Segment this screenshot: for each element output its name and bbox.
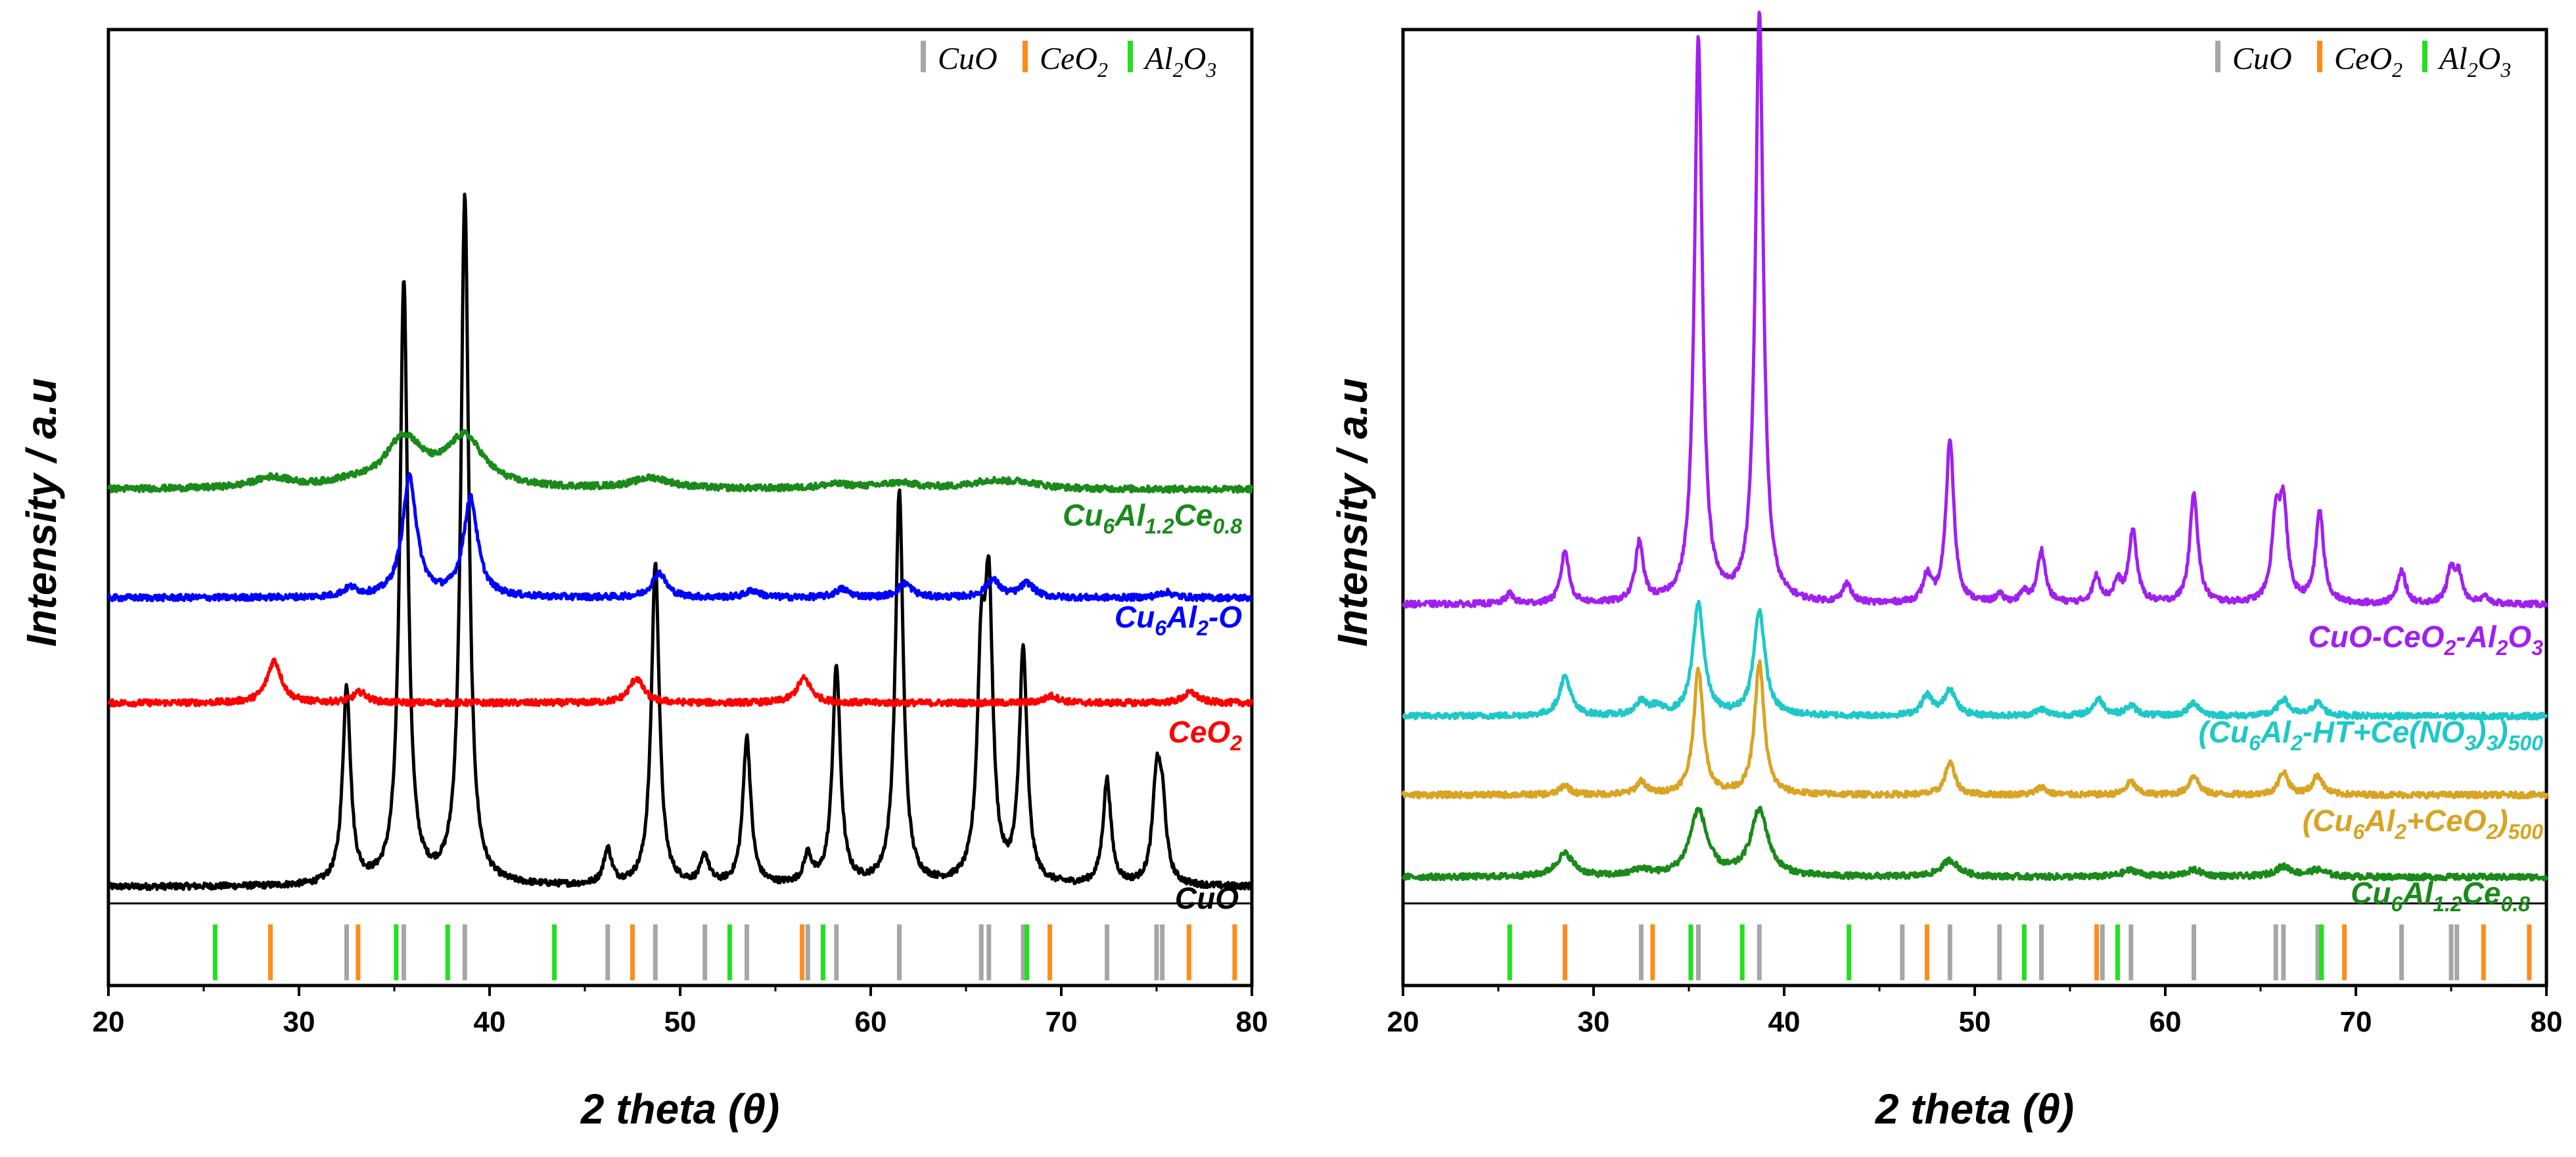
right-legend: CuO CeO2 Al2O3	[2215, 41, 2511, 81]
x-tick-label: 40	[1768, 1006, 1801, 1038]
series-label-ceo2: CeO2	[1168, 715, 1243, 755]
series-line-cu6al2-ceo2-500	[1401, 659, 2548, 800]
right-chart-panel: 20 30 40 50 60 70 80 CuO CeO2 Al2O3 CuO-CeO2-Al2…	[1329, 11, 2563, 1133]
x-tick-label: 60	[2150, 1006, 2182, 1038]
right-x-ticks: 20 30 40 50 60 70 80	[1387, 986, 2563, 1038]
legend-label-al2o3: Al2O3	[1143, 41, 1216, 81]
series-label-cu6al2-ht-ce-no3-3-500: (Cu6Al2-HT+Ce(NO3)3)500	[2199, 715, 2544, 755]
x-tick-label: 50	[1959, 1006, 1991, 1038]
series-line-cu6al1-2ce0-8	[1401, 805, 2548, 882]
legend-label-cuo: CuO	[2232, 41, 2292, 76]
x-tick-label: 30	[283, 1006, 315, 1038]
left-legend: CuO CeO2 Al2O3	[921, 41, 1216, 81]
series-label-cu6al1-2ce0-8: Cu6Al1.2Ce0.8	[2351, 876, 2530, 916]
series-label-cu6al2-o: Cu6Al2-O	[1115, 600, 1242, 640]
left-y-axis-label: Intensity / a.u	[18, 378, 65, 647]
x-tick-label: 80	[2531, 1006, 2563, 1038]
series-line-cu6al1-2ce0-8	[107, 429, 1254, 494]
x-tick-label: 40	[474, 1006, 506, 1038]
series-label-cu6al1-2ce0-8: Cu6Al1.2Ce0.8	[1063, 498, 1242, 538]
right-series-group	[1401, 11, 2548, 882]
series-line-cuo	[106, 193, 1254, 892]
series-label-cuo-ceo2-al2o3: CuO-CeO2-Al2O3	[2309, 620, 2544, 660]
series-label-cuo: CuO	[1175, 881, 1239, 915]
right-x-axis-label: 2 theta (θ)	[1875, 1085, 2074, 1133]
legend-label-ceo2: CeO2	[1040, 41, 1108, 81]
right-series-labels: CuO-CeO2-Al2O3 (Cu6Al2-HT+Ce(NO3)3)500 (Cu…	[2199, 620, 2544, 916]
legend-label-al2o3: Al2O3	[2437, 41, 2511, 81]
x-tick-label: 20	[1387, 1006, 1419, 1038]
x-tick-label: 80	[1236, 1006, 1268, 1038]
x-tick-label: 60	[855, 1006, 887, 1038]
series-line-cuo-ceo2-al2o3	[1401, 11, 2548, 609]
left-chart-panel: 20 30 40 50 60 70 80 CuO CeO2 Al2O3 Cu6Al1.2Ce0.…	[18, 28, 1268, 1133]
left-reference-lines	[212, 924, 1237, 980]
right-reference-lines	[1507, 924, 2532, 980]
left-x-axis-label: 2 theta (θ)	[580, 1085, 779, 1133]
left-series-labels: Cu6Al1.2Ce0.8 Cu6Al2-O CeO2 CuO	[1063, 498, 1242, 915]
series-line-ceo2	[107, 657, 1254, 708]
x-tick-label: 70	[2340, 1006, 2372, 1038]
x-tick-label: 70	[1046, 1006, 1078, 1038]
x-tick-label: 20	[93, 1006, 125, 1038]
series-line-cu6al2-o	[107, 472, 1253, 602]
x-tick-label: 50	[664, 1006, 697, 1038]
series-line-cu6al2-ht-ce-no3-3-500	[1402, 599, 2548, 721]
legend-label-cuo: CuO	[938, 41, 998, 76]
right-y-axis-label: Intensity / a.u	[1329, 378, 1376, 647]
series-label-cu6al2-ceo2-500: (Cu6Al2+CeO2)500	[2303, 804, 2543, 844]
x-tick-label: 30	[1578, 1006, 1610, 1038]
right-plot-frame	[1401, 28, 2548, 987]
left-x-ticks: 20 30 40 50 60 70 80	[93, 986, 1268, 1038]
legend-label-ceo2: CeO2	[2334, 41, 2403, 81]
left-series-group	[106, 193, 1254, 892]
